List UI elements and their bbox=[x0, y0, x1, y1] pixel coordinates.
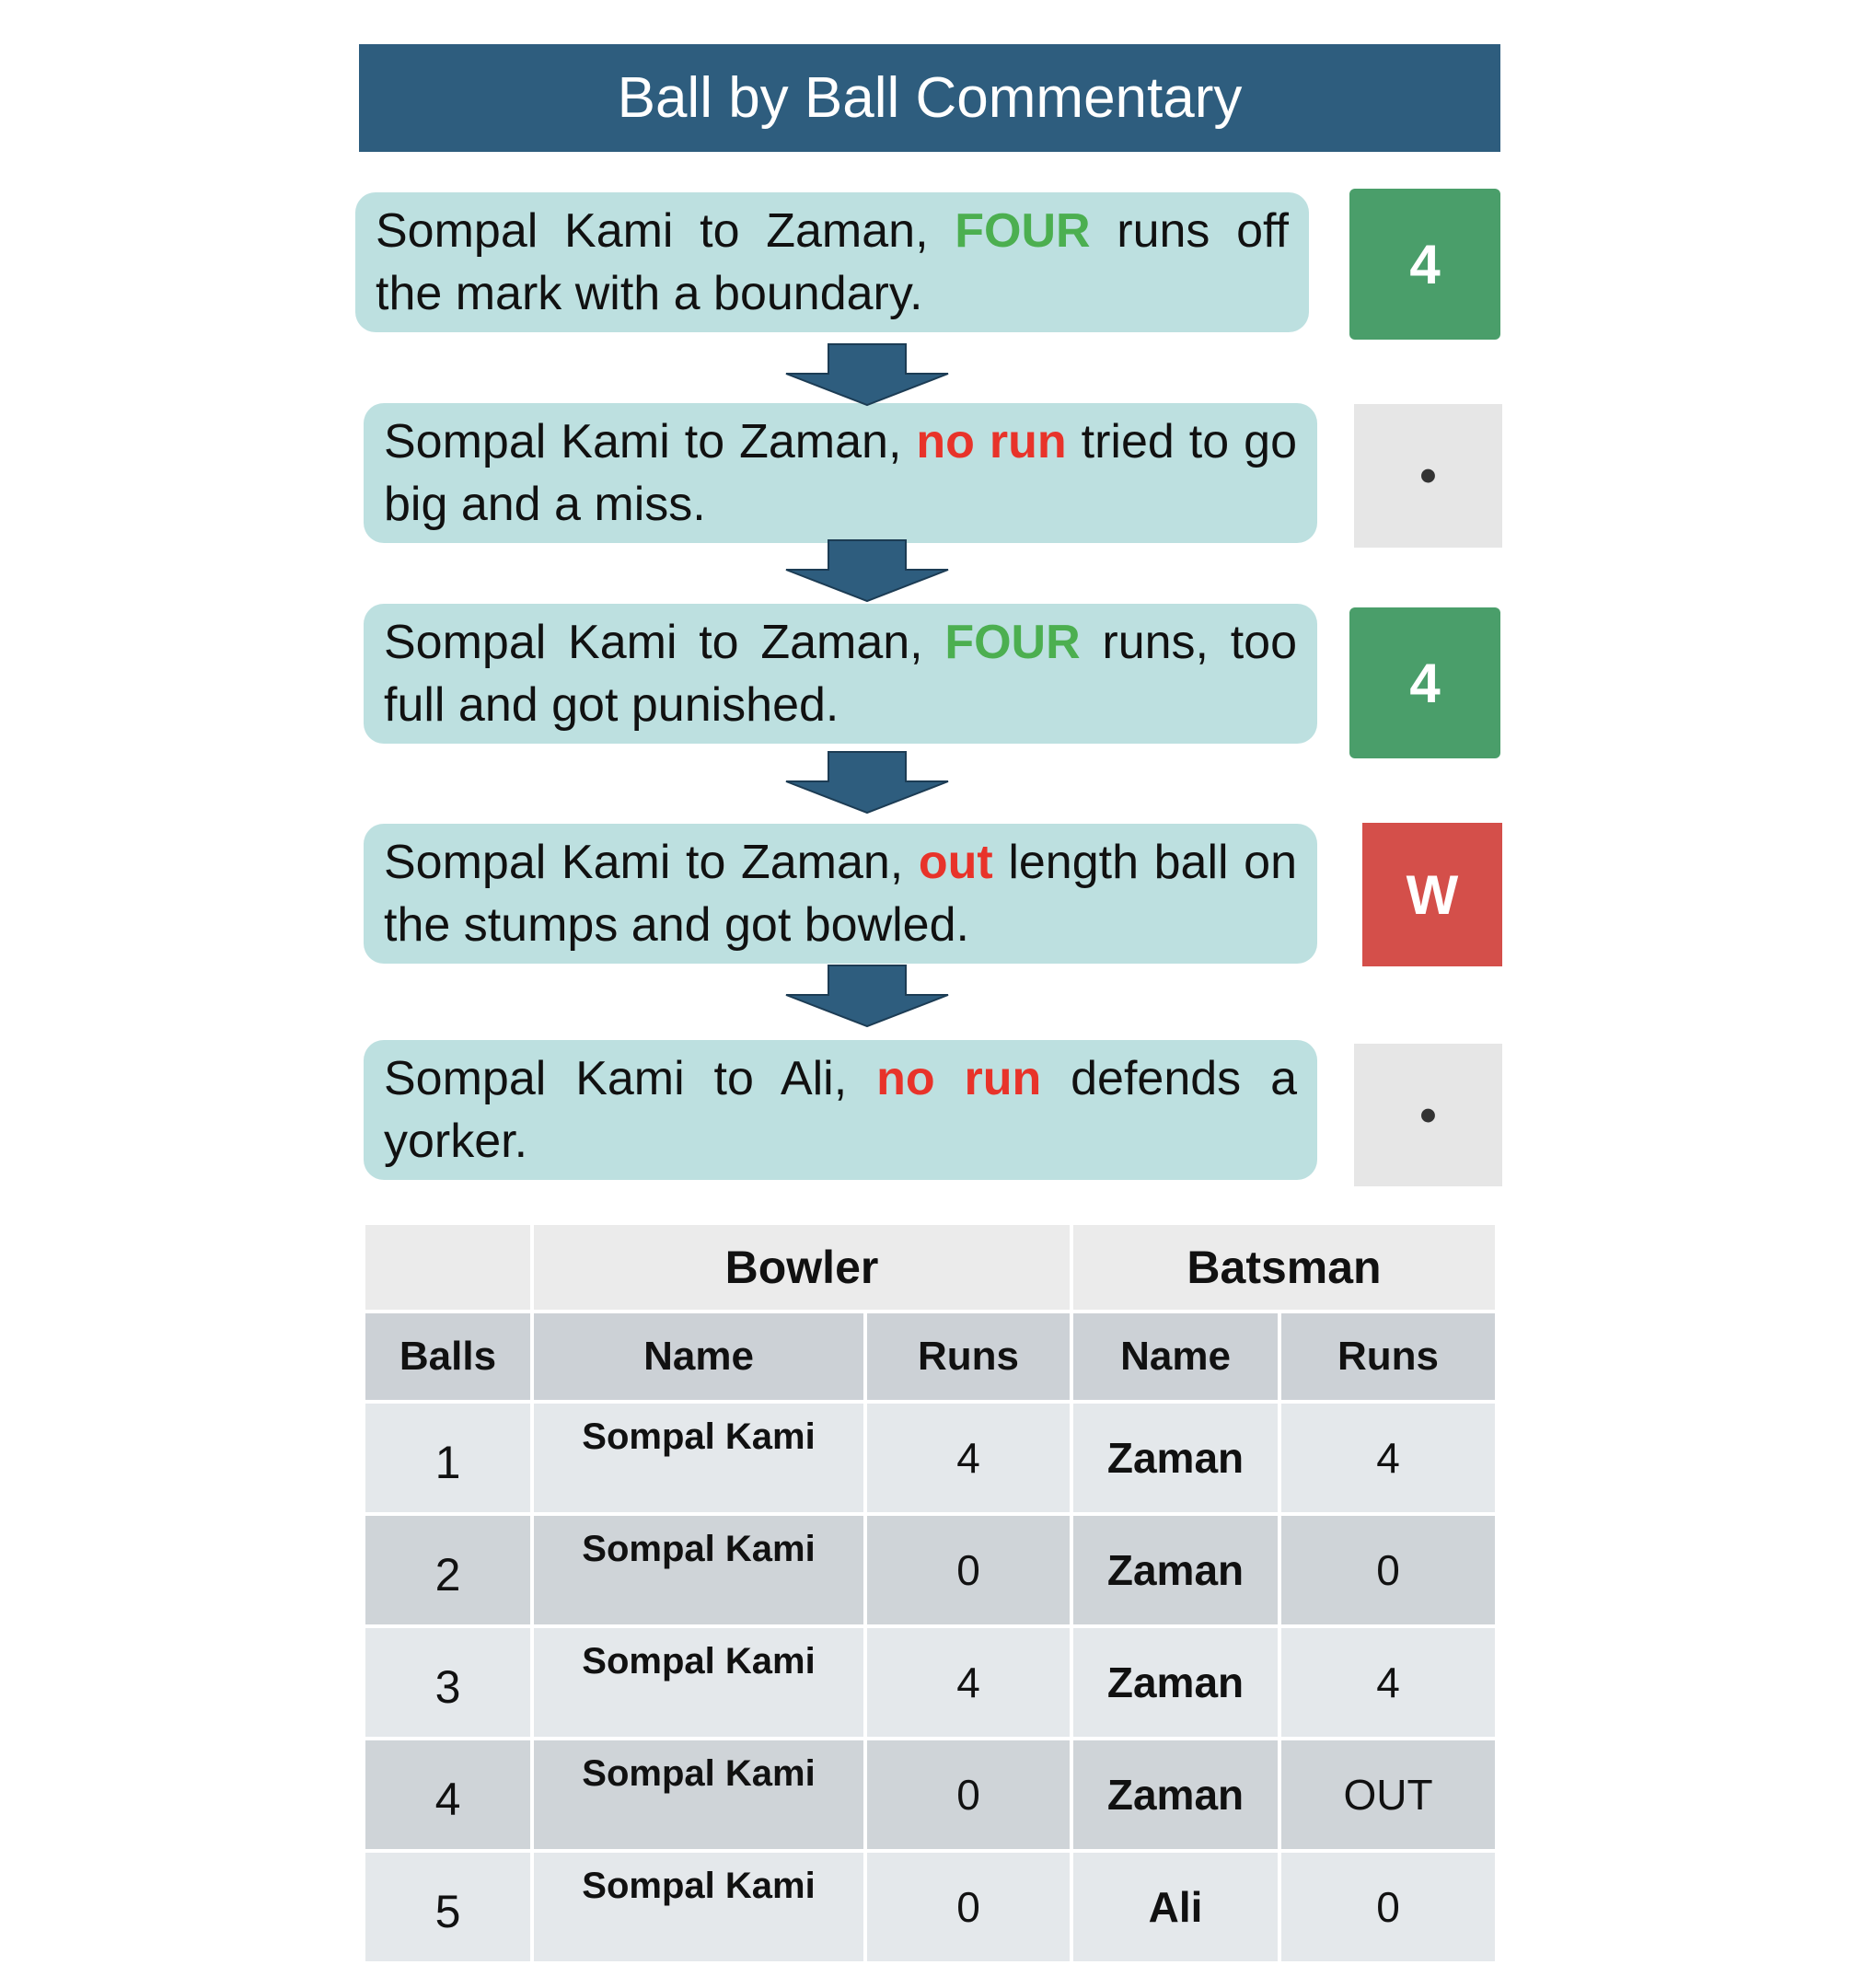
col-header-batsman-runs: Runs bbox=[1281, 1313, 1495, 1400]
bowler-runs-cell: 0 bbox=[867, 1516, 1070, 1624]
commentary-text: Sompal Kami to Zaman, bbox=[376, 204, 955, 258]
result-badge-four: 4 bbox=[1349, 189, 1500, 340]
commentary-text: Sompal Kami to Zaman, bbox=[384, 836, 919, 889]
commentary-box: Sompal Kami to Ali, no run defends a yor… bbox=[364, 1040, 1317, 1180]
result-badge-dot: • bbox=[1354, 404, 1502, 548]
group-header-empty bbox=[365, 1225, 530, 1310]
bowler-runs-cell: 0 bbox=[867, 1740, 1070, 1849]
result-badge-wicket: W bbox=[1362, 823, 1502, 966]
batsman-runs-cell: 0 bbox=[1281, 1853, 1495, 1961]
batsman-name-cell: Ali bbox=[1073, 1853, 1278, 1961]
commentary-text: defends a yorker. bbox=[384, 1052, 1297, 1168]
score-table: Bowler Batsman Balls Name Runs Name Runs… bbox=[362, 1221, 1499, 1965]
commentary-box: Sompal Kami to Zaman, FOUR runs off the … bbox=[355, 192, 1309, 332]
down-arrow-icon bbox=[785, 343, 949, 407]
col-header-batsman-name: Name bbox=[1073, 1313, 1278, 1400]
table-row: 3 Sompal Kami 4 Zaman 4 bbox=[365, 1628, 1495, 1737]
bowler-name-cell: Sompal Kami bbox=[534, 1740, 863, 1849]
down-arrow-icon bbox=[785, 751, 949, 815]
commentary-text: Sompal Kami to Zaman, bbox=[384, 616, 945, 669]
commentary-text: runs off the mark with a boundary. bbox=[376, 204, 1289, 320]
batsman-runs-cell: 4 bbox=[1281, 1628, 1495, 1737]
group-header-bowler: Bowler bbox=[534, 1225, 1070, 1310]
table-row: 2 Sompal Kami 0 Zaman 0 bbox=[365, 1516, 1495, 1624]
result-badge-four: 4 bbox=[1349, 607, 1500, 758]
balls-cell: 5 bbox=[365, 1853, 530, 1961]
col-header-bowler-name: Name bbox=[534, 1313, 863, 1400]
batsman-name-cell: Zaman bbox=[1073, 1516, 1278, 1624]
col-header-bowler-runs: Runs bbox=[867, 1313, 1070, 1400]
batsman-name-cell: Zaman bbox=[1073, 1740, 1278, 1849]
batsman-runs-cell: 4 bbox=[1281, 1404, 1495, 1512]
bowler-runs-cell: 0 bbox=[867, 1853, 1070, 1961]
result-badge-dot: • bbox=[1354, 1044, 1502, 1186]
balls-cell: 2 bbox=[365, 1516, 530, 1624]
table-row: 5 Sompal Kami 0 Ali 0 bbox=[365, 1853, 1495, 1961]
commentary-highlight: no run bbox=[916, 415, 1067, 468]
bowler-name-cell: Sompal Kami bbox=[534, 1628, 863, 1737]
commentary-box: Sompal Kami to Zaman, out length ball on… bbox=[364, 824, 1317, 964]
commentary-highlight: FOUR bbox=[944, 616, 1081, 669]
balls-cell: 4 bbox=[365, 1740, 530, 1849]
commentary-text: runs, too full and got punished. bbox=[384, 616, 1297, 732]
commentary-text: Sompal Kami to Ali, bbox=[384, 1052, 877, 1105]
commentary-text: tried to go big and a miss. bbox=[384, 415, 1297, 531]
page-title: Ball by Ball Commentary bbox=[359, 44, 1500, 152]
col-header-balls: Balls bbox=[365, 1313, 530, 1400]
table-row: 4 Sompal Kami 0 Zaman OUT bbox=[365, 1740, 1495, 1849]
down-arrow-icon bbox=[785, 539, 949, 603]
table-row: 1 Sompal Kami 4 Zaman 4 bbox=[365, 1404, 1495, 1512]
bowler-name-cell: Sompal Kami bbox=[534, 1404, 863, 1512]
commentary-text: length ball on the stumps and got bowled… bbox=[384, 836, 1298, 952]
commentary-highlight: FOUR bbox=[955, 204, 1091, 258]
commentary-highlight: no run bbox=[876, 1052, 1042, 1105]
commentary-text: Sompal Kami to Zaman, bbox=[384, 415, 917, 468]
balls-cell: 3 bbox=[365, 1628, 530, 1737]
commentary-box: Sompal Kami to Zaman, FOUR runs, too ful… bbox=[364, 604, 1317, 744]
bowler-runs-cell: 4 bbox=[867, 1404, 1070, 1512]
group-header-batsman: Batsman bbox=[1073, 1225, 1495, 1310]
batsman-runs-cell: 0 bbox=[1281, 1516, 1495, 1624]
bowler-name-cell: Sompal Kami bbox=[534, 1516, 863, 1624]
balls-cell: 1 bbox=[365, 1404, 530, 1512]
batsman-name-cell: Zaman bbox=[1073, 1628, 1278, 1737]
batsman-name-cell: Zaman bbox=[1073, 1404, 1278, 1512]
bowler-runs-cell: 4 bbox=[867, 1628, 1070, 1737]
batsman-runs-cell: OUT bbox=[1281, 1740, 1495, 1849]
bowler-name-cell: Sompal Kami bbox=[534, 1853, 863, 1961]
commentary-box: Sompal Kami to Zaman, no run tried to go… bbox=[364, 403, 1317, 543]
commentary-highlight: out bbox=[918, 836, 993, 889]
down-arrow-icon bbox=[785, 965, 949, 1028]
